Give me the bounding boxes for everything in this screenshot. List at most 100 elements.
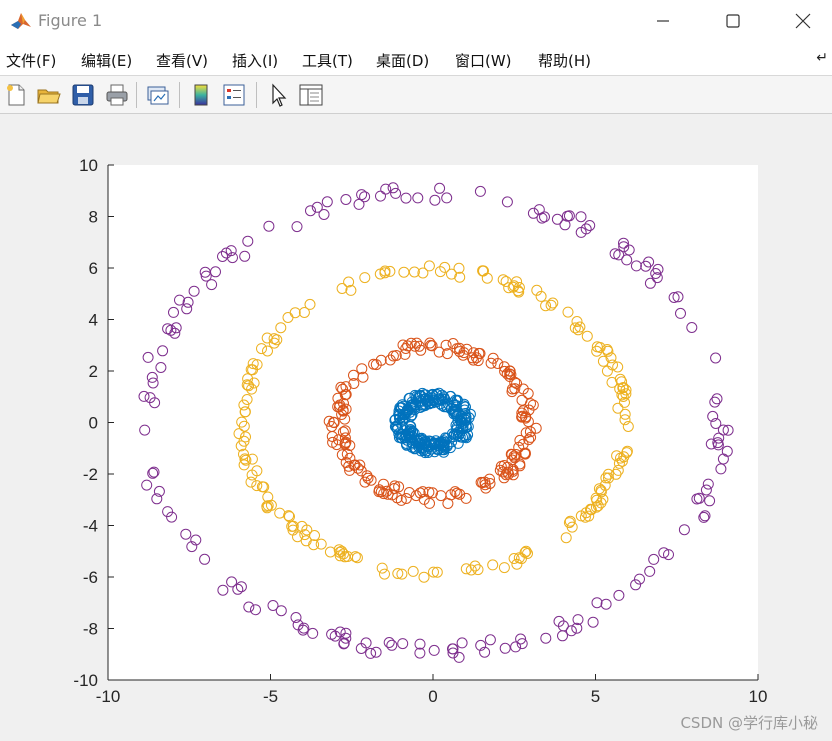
data-point — [520, 411, 532, 423]
data-point — [630, 260, 642, 272]
data-point — [563, 517, 575, 529]
data-point — [634, 573, 645, 585]
data-point — [247, 358, 259, 370]
data-point — [511, 378, 523, 389]
minimize-button[interactable] — [640, 4, 686, 38]
data-point — [151, 493, 163, 505]
data-point — [383, 637, 395, 648]
menu-help[interactable]: 帮助(H) — [538, 52, 591, 70]
pointer-arrow-icon[interactable] — [265, 82, 291, 108]
x-tick-label: 0 — [428, 687, 437, 706]
data-point — [305, 205, 316, 217]
property-inspector-icon[interactable] — [298, 82, 324, 108]
data-point — [379, 568, 390, 580]
series-ring-1 — [389, 387, 476, 459]
data-point — [506, 386, 518, 398]
x-tick-label: 10 — [749, 687, 768, 706]
data-point — [343, 460, 355, 472]
close-button[interactable] — [780, 4, 826, 38]
data-point — [644, 565, 656, 577]
menu-tools[interactable]: 工具(T) — [302, 52, 353, 70]
data-point — [603, 472, 614, 484]
data-point — [451, 395, 463, 407]
data-point — [499, 365, 511, 377]
data-point — [323, 415, 335, 427]
curved-arrow-icon[interactable]: ↵ — [816, 50, 828, 66]
data-point — [344, 464, 356, 476]
y-tick-label: 4 — [89, 311, 98, 330]
data-point — [717, 424, 729, 436]
data-point — [590, 492, 602, 504]
menu-file[interactable]: 文件(F) — [6, 52, 57, 70]
data-point — [613, 589, 625, 601]
data-point — [291, 221, 303, 233]
data-point — [148, 466, 160, 478]
menu-desktop[interactable]: 桌面(D) — [376, 52, 430, 70]
data-point — [499, 642, 511, 654]
menu-insert[interactable]: 插入(I) — [232, 52, 279, 70]
data-point — [575, 226, 587, 238]
data-point — [562, 306, 574, 318]
data-point — [516, 638, 528, 650]
data-point — [600, 472, 612, 484]
data-point — [530, 422, 542, 434]
data-point — [451, 428, 462, 440]
data-point — [275, 605, 287, 617]
data-point — [450, 408, 462, 420]
maximize-button[interactable] — [710, 4, 756, 38]
data-point — [336, 283, 348, 294]
data-point — [477, 265, 489, 277]
data-point — [327, 436, 339, 448]
data-point — [585, 503, 597, 515]
printer-icon[interactable] — [104, 82, 130, 108]
data-point — [471, 352, 482, 364]
y-tick-label: 2 — [89, 362, 98, 381]
data-point — [593, 483, 605, 495]
data-point — [497, 466, 509, 478]
data-point — [393, 481, 405, 493]
data-point — [711, 393, 723, 405]
data-point — [217, 584, 229, 596]
data-point — [702, 478, 714, 490]
data-point — [459, 404, 471, 416]
data-point — [240, 431, 251, 443]
data-point — [675, 307, 686, 319]
data-point — [239, 250, 251, 262]
colorbar-icon[interactable] — [188, 82, 214, 108]
data-point — [456, 416, 468, 428]
legend-icon[interactable] — [221, 82, 247, 108]
data-point — [378, 488, 390, 500]
data-point — [565, 625, 577, 637]
data-point — [226, 576, 238, 588]
new-file-icon[interactable] — [3, 82, 29, 108]
data-point — [415, 390, 427, 402]
data-point — [340, 403, 352, 415]
data-point — [480, 482, 492, 494]
data-point — [442, 498, 454, 509]
data-point — [267, 600, 279, 611]
toolbar-separator — [136, 82, 137, 108]
data-point — [434, 182, 446, 194]
menu-view[interactable]: 查看(V) — [156, 52, 208, 70]
data-point — [492, 358, 504, 369]
data-point — [525, 398, 536, 410]
folder-open-icon[interactable] — [36, 82, 62, 108]
data-point — [338, 638, 350, 650]
data-point — [533, 204, 545, 216]
menu-window[interactable]: 窗口(W) — [455, 52, 512, 70]
data-point — [390, 350, 402, 361]
data-point — [340, 632, 352, 644]
data-point — [441, 192, 453, 204]
data-point — [287, 524, 299, 536]
data-point — [142, 351, 154, 363]
link-plot-icon[interactable] — [145, 82, 171, 108]
y-tick-label: 6 — [89, 259, 98, 278]
save-disk-icon[interactable] — [70, 82, 96, 108]
menu-edit[interactable]: 编辑(E) — [81, 52, 133, 70]
data-point — [705, 438, 717, 450]
data-point — [424, 497, 435, 509]
data-point — [402, 340, 414, 352]
data-point — [403, 487, 415, 498]
data-point — [408, 266, 420, 278]
data-point — [338, 548, 349, 560]
